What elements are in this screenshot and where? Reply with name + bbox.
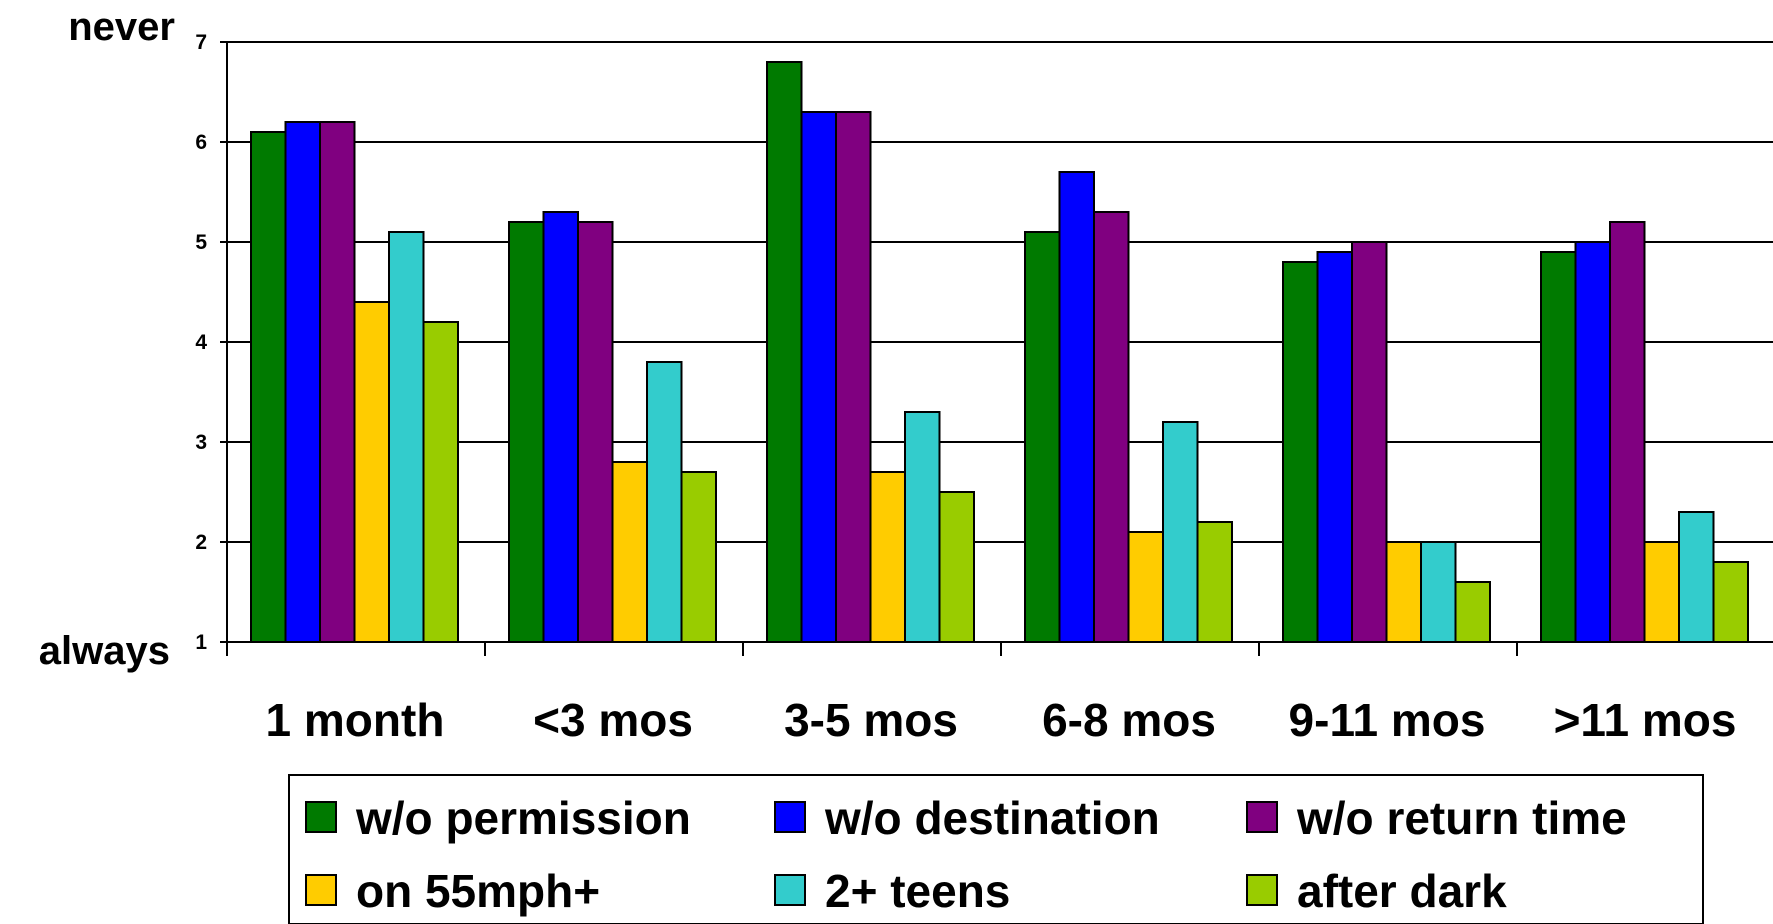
bar (286, 122, 321, 642)
y-top-label: never (68, 5, 175, 49)
legend-swatch (775, 802, 805, 832)
x-category-label: 9-11 mos (1289, 694, 1486, 746)
bar (1094, 212, 1129, 642)
bar (355, 302, 390, 642)
bar (1645, 542, 1680, 642)
legend-label: on 55mph+ (356, 865, 600, 917)
legend-label: w/o destination (824, 792, 1160, 844)
y-tick-label: 7 (195, 31, 207, 54)
y-tick-label: 1 (195, 631, 207, 654)
bar (251, 132, 286, 642)
legend-label: after dark (1297, 865, 1507, 917)
x-category-label: >11 mos (1554, 694, 1737, 746)
bar (1679, 512, 1714, 642)
bar (613, 462, 648, 642)
bar (1060, 172, 1095, 642)
bar (1610, 222, 1645, 642)
legend: w/o permission w/o destination w/o return … (289, 775, 1703, 924)
legend-swatch (1247, 875, 1277, 905)
y-tick-label: 2 (195, 531, 207, 554)
bar (1198, 522, 1233, 642)
bar (1421, 542, 1456, 642)
y-tick-label: 4 (195, 331, 207, 354)
bar (871, 472, 906, 642)
bar (1283, 262, 1318, 642)
legend-swatch (306, 802, 336, 832)
bar (1541, 252, 1576, 642)
y-tick-label: 6 (195, 131, 207, 154)
y-tick-labels: 1 2 3 4 5 6 7 (195, 31, 207, 654)
bar (1714, 562, 1749, 642)
bar (1456, 582, 1491, 642)
bar (1163, 422, 1198, 642)
y-bottom-label: always (39, 629, 170, 673)
bar (1025, 232, 1060, 642)
y-tick-label: 5 (195, 231, 207, 254)
bar (647, 362, 682, 642)
legend-swatch (775, 875, 805, 905)
bar (767, 62, 802, 642)
bar (389, 232, 424, 642)
x-category-label: 6-8 mos (1042, 694, 1216, 746)
x-category-label: <3 mos (533, 694, 693, 746)
bar (1318, 252, 1353, 642)
legend-label: 2+ teens (825, 865, 1010, 917)
x-category-label: 3-5 mos (784, 694, 958, 746)
category-labels: 1 month <3 mos 3-5 mos 6-8 mos 9-11 mos >11 m… (266, 694, 1737, 746)
bar (682, 472, 717, 642)
bar (544, 212, 579, 642)
bar (320, 122, 355, 642)
legend-label: w/o permission (355, 792, 691, 844)
bar (836, 112, 871, 642)
bar (940, 492, 975, 642)
bars (251, 62, 1748, 642)
bar (1576, 242, 1611, 642)
bar (802, 112, 837, 642)
bar (1352, 242, 1387, 642)
bar (1387, 542, 1422, 642)
legend-label: w/o return time (1296, 792, 1627, 844)
bar (424, 322, 459, 642)
bar (905, 412, 940, 642)
bar (1129, 532, 1164, 642)
bar (509, 222, 544, 642)
x-category-label: 1 month (266, 694, 445, 746)
legend-swatch (306, 875, 336, 905)
legend-swatch (1247, 802, 1277, 832)
y-tick-label: 3 (195, 431, 207, 454)
bar (578, 222, 613, 642)
